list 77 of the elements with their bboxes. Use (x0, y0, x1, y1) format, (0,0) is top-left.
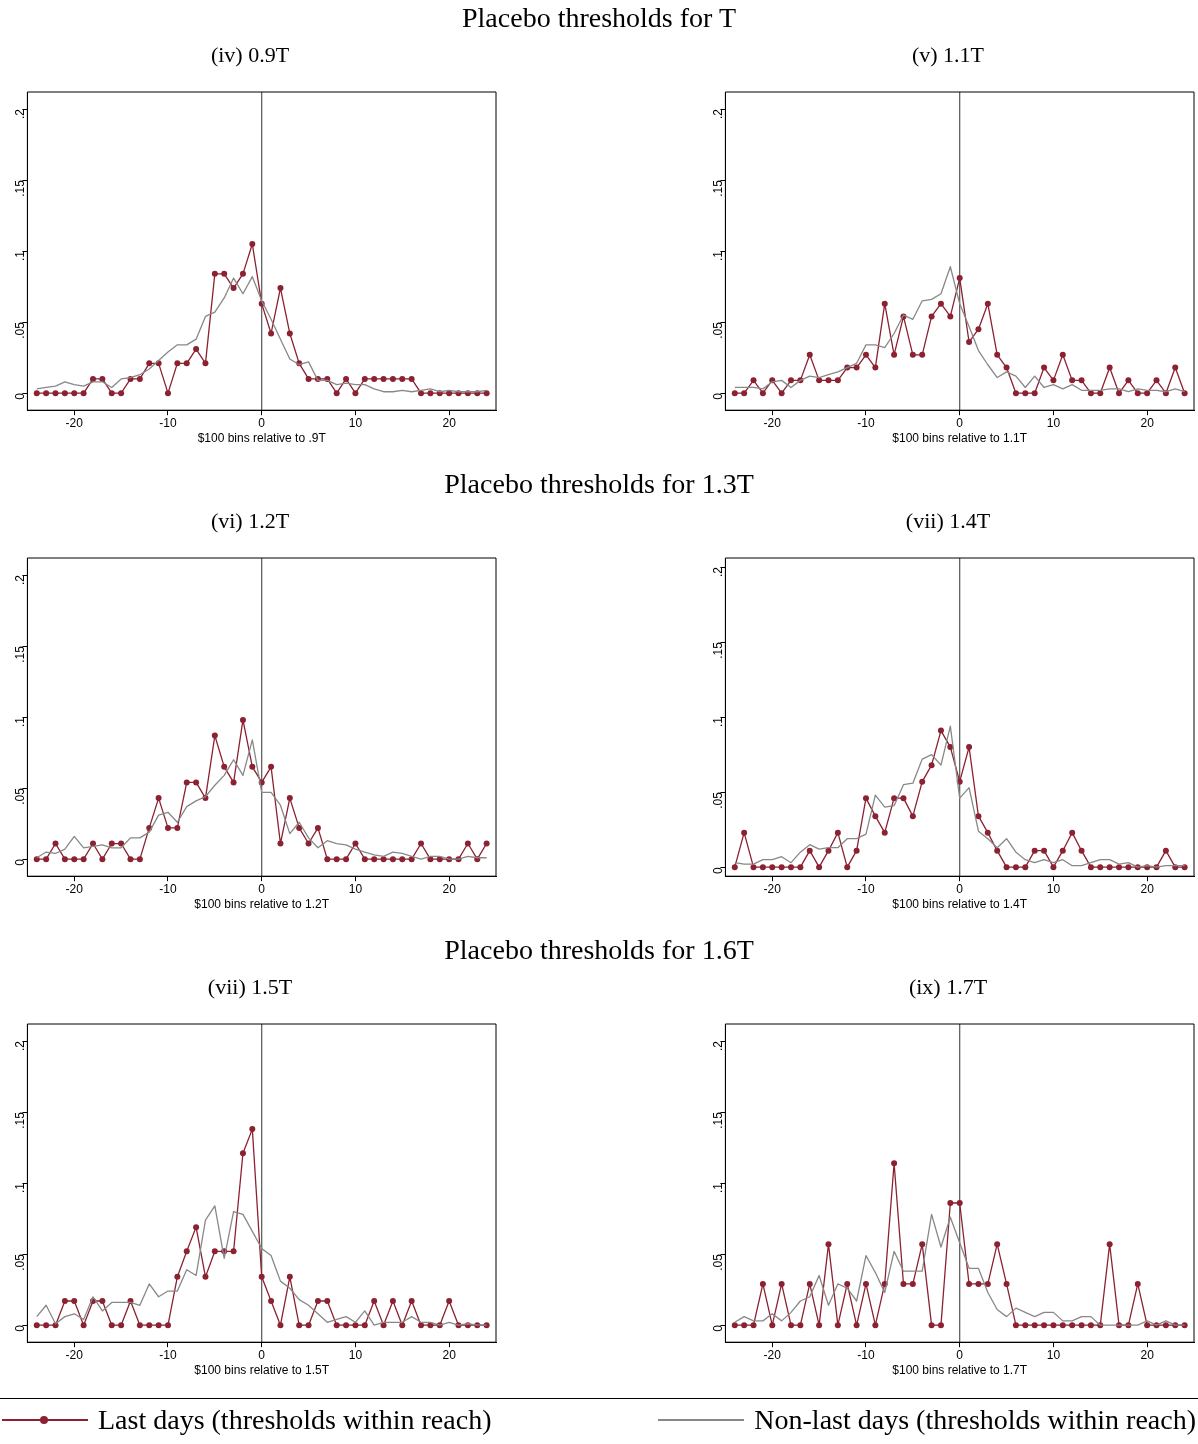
legend-label: Non-last days (thresholds within reach) (754, 1404, 1196, 1436)
x-axis-title: $100 bins relative to 1.4T (892, 897, 1028, 912)
y-tick-label: 0 (710, 392, 725, 400)
y-tick-label: 0 (12, 392, 27, 400)
y-tick-label: .15 (710, 1111, 725, 1129)
x-tick-label: 20 (1140, 415, 1155, 430)
text: Placebo thresholds for 1.3T (443, 468, 755, 500)
x-tick-label: 20 (1140, 1347, 1155, 1362)
chart-title: (v) 1.1T (910, 41, 986, 69)
x-axis-title: $100 bins relative to .9T (197, 431, 327, 446)
y-tick-label: 0 (12, 858, 27, 866)
y-tick-label: .15 (12, 179, 27, 197)
chart-title: (vi) 1.2T (209, 507, 291, 535)
text: Placebo thresholds for T (461, 2, 737, 34)
y-tick-label: .05 (12, 321, 27, 339)
x-tick-label: 20 (1140, 881, 1155, 896)
y-tick-label: .2 (12, 574, 27, 586)
x-tick-label: 0 (258, 415, 266, 430)
y-tick-label: 0 (12, 1324, 27, 1332)
x-axis-title: $100 bins relative to 1.5T (194, 1363, 330, 1378)
x-tick-label: -10 (857, 881, 875, 896)
x-tick-label: -10 (857, 415, 875, 430)
y-tick-label: .15 (12, 645, 27, 663)
x-axis-title: $100 bins relative to 1.2T (194, 897, 330, 912)
y-tick-label: .1 (12, 1182, 27, 1194)
x-tick-label: 10 (1046, 415, 1061, 430)
x-tick-label: 20 (442, 881, 457, 896)
y-tick-label: .1 (12, 250, 27, 262)
x-tick-label: 10 (348, 1347, 363, 1362)
x-tick-label: 20 (442, 1347, 457, 1362)
chart-title: (vii) 1.4T (904, 507, 992, 535)
x-tick-label: -10 (857, 1347, 875, 1362)
x-tick-label: -20 (65, 1347, 84, 1362)
y-tick-label: .05 (710, 321, 725, 339)
y-tick-label: .15 (710, 179, 725, 197)
y-tick-label: .05 (12, 787, 27, 805)
y-tick-label: .05 (12, 1253, 27, 1271)
x-tick-label: 0 (956, 415, 964, 430)
text: Placebo thresholds for 1.6T (443, 934, 755, 966)
legend-label: Last days (thresholds within reach) (98, 1404, 492, 1436)
y-tick-label: .2 (12, 108, 27, 120)
x-tick-label: 10 (348, 415, 363, 430)
x-tick-label: -20 (763, 1347, 782, 1362)
y-tick-label: .2 (12, 1040, 27, 1052)
y-tick-label: .1 (710, 1182, 725, 1194)
chart-title: (ix) 1.7T (907, 973, 989, 1001)
x-tick-label: -10 (159, 881, 177, 896)
x-tick-label: -10 (159, 415, 177, 430)
x-tick-label: 10 (1046, 1347, 1061, 1362)
chart-title: (vii) 1.5T (206, 973, 294, 1001)
chart-title: (iv) 0.9T (209, 41, 291, 69)
x-tick-label: 20 (442, 415, 457, 430)
x-tick-label: 0 (956, 1347, 964, 1362)
y-tick-label: .15 (710, 641, 725, 659)
x-tick-label: 10 (348, 881, 363, 896)
x-axis-title: $100 bins relative to 1.7T (892, 1363, 1028, 1378)
x-tick-label: -10 (159, 1347, 177, 1362)
y-tick-label: .1 (710, 250, 725, 262)
x-tick-label: 0 (258, 1347, 266, 1362)
y-tick-label: .05 (710, 791, 725, 809)
y-tick-label: .05 (710, 1253, 725, 1271)
y-tick-label: .1 (710, 716, 725, 728)
y-tick-label: 0 (710, 866, 725, 874)
x-tick-label: -20 (65, 415, 84, 430)
x-tick-label: 0 (258, 881, 266, 896)
y-tick-label: .15 (12, 1111, 27, 1129)
x-tick-label: 10 (1046, 881, 1061, 896)
y-tick-label: .2 (710, 1040, 725, 1052)
x-axis-title: $100 bins relative to 1.1T (892, 431, 1028, 446)
y-tick-label: .2 (710, 566, 725, 578)
x-tick-label: -20 (763, 881, 782, 896)
x-tick-label: -20 (65, 881, 84, 896)
y-tick-label: .2 (710, 108, 725, 120)
x-tick-label: 0 (956, 881, 964, 896)
y-tick-label: .1 (12, 716, 27, 728)
y-tick-label: 0 (710, 1324, 725, 1332)
x-tick-label: -20 (763, 415, 782, 430)
